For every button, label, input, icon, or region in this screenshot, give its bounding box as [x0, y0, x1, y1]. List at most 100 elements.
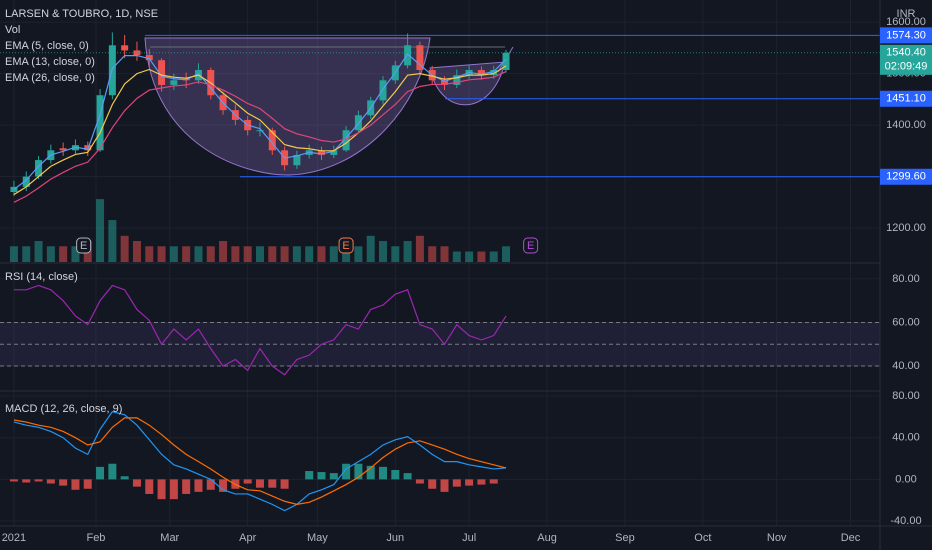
level-label-box	[880, 168, 932, 185]
volume-bar	[354, 246, 363, 262]
volume-bar	[415, 235, 424, 262]
x-tick-label: Jun	[386, 532, 404, 544]
ema-line	[13, 53, 507, 190]
cup-pattern	[144, 37, 431, 176]
candle-body	[121, 45, 129, 51]
last-price-label: 1540.40	[886, 47, 926, 59]
volume-bar	[243, 246, 252, 262]
volume-bar	[132, 241, 141, 262]
volume-bar	[71, 246, 80, 262]
rsi-line	[13, 284, 507, 376]
volume-bar	[452, 251, 461, 262]
macd-histogram-bar	[157, 479, 166, 500]
volume-bar	[428, 246, 437, 262]
y-tick-label: 40.00	[892, 432, 920, 444]
macd-histogram-bar	[34, 479, 43, 482]
axes: 2021 Feb Mar Apr May Jun Jul Aug Sep Oct Nov Dec 120…	[2, 16, 932, 544]
y-tick-label: 40.00	[892, 360, 920, 372]
volume-bar	[391, 246, 400, 262]
x-tick-label: Jul	[462, 532, 476, 544]
macd-histogram-bar	[71, 479, 80, 490]
macd-histogram-bar	[329, 473, 338, 480]
rsi-title: RSI (14, close)	[5, 271, 78, 283]
macd-histogram-bar	[132, 479, 141, 487]
macd-title: MACD (12, 26, close, 9)	[5, 403, 122, 415]
macd-histogram-bar	[440, 479, 449, 492]
candle-body	[404, 45, 412, 66]
y-tick-label: 1600.00	[886, 16, 926, 28]
candle-body	[158, 60, 166, 85]
volume-bar	[194, 246, 203, 262]
macd-line	[13, 410, 507, 512]
y-tick-label: 1400.00	[886, 119, 926, 131]
macd-histogram-bar	[342, 463, 351, 480]
macd-histogram-bar	[145, 479, 154, 494]
macd-histogram-bar	[428, 479, 437, 489]
candle-body	[379, 80, 387, 101]
volume-bar	[305, 246, 314, 262]
candle-body	[59, 148, 67, 151]
volume-bar	[145, 246, 154, 262]
macd-histogram-bar	[243, 479, 252, 484]
rsi-band	[0, 322, 880, 367]
macd-histogram-bar	[108, 463, 117, 480]
x-tick-label: May	[307, 532, 328, 544]
chart-title: LARSEN & TOUBRO, 1D, NSE	[5, 8, 158, 20]
macd-histogram-bar	[489, 479, 498, 484]
volume-bar	[206, 246, 215, 262]
macd-histogram-bar	[169, 479, 178, 500]
candle-body	[293, 154, 301, 166]
candle-body	[342, 130, 350, 151]
volume-bar	[169, 246, 178, 262]
volume-bar	[219, 241, 228, 262]
macd-histogram-bar	[465, 479, 474, 486]
volume-bar	[280, 246, 289, 262]
macd-histogram-bar	[391, 469, 400, 480]
volume-bar	[268, 246, 277, 262]
legend-entry: EMA (13, close, 0)	[5, 56, 95, 68]
volume-bar	[489, 251, 498, 262]
last-price-box	[880, 44, 932, 75]
x-tick-label: Feb	[86, 532, 105, 544]
earnings-label: E	[80, 240, 87, 252]
volume-bar	[120, 235, 129, 262]
macd-histogram-bar	[120, 476, 129, 480]
y-tick-label: 1200.00	[886, 222, 926, 234]
macd-histogram-bar	[194, 479, 203, 492]
macd-histogram-bar	[206, 479, 215, 490]
volume-bar	[46, 246, 55, 262]
candle-body	[133, 50, 141, 56]
macd-histogram-bar	[403, 473, 412, 480]
legend-volume: Vol	[5, 24, 20, 36]
candle-body	[490, 70, 498, 76]
volume-bar	[59, 246, 68, 262]
volume-bar	[440, 246, 449, 262]
y-tick-label: -40.00	[890, 515, 921, 527]
volume-bar	[502, 246, 511, 262]
macd-histogram-bar	[268, 479, 277, 488]
earnings-label: E	[527, 240, 534, 252]
macd-histogram-bar	[354, 463, 363, 480]
candle-body	[256, 130, 264, 132]
candle-body	[317, 150, 325, 155]
volume-bar	[403, 241, 412, 262]
candle-body	[502, 52, 510, 71]
x-tick-label: Oct	[694, 532, 711, 544]
x-tick-label: Apr	[239, 532, 256, 544]
ema-line	[13, 71, 507, 203]
volume-bar	[22, 246, 31, 262]
volume-bar	[342, 246, 351, 262]
macd-histogram-bar	[182, 479, 191, 494]
macd-histogram-bar	[452, 479, 461, 487]
level-label: 1299.60	[886, 171, 926, 183]
volume-bar	[329, 246, 338, 262]
volume-bar	[96, 199, 105, 262]
level-label-box	[880, 90, 932, 107]
volume-bar	[366, 235, 375, 262]
volume-bar	[465, 251, 474, 262]
candle-body	[330, 150, 338, 155]
level-label: 1451.10	[886, 93, 926, 105]
volume-bar	[34, 241, 43, 262]
